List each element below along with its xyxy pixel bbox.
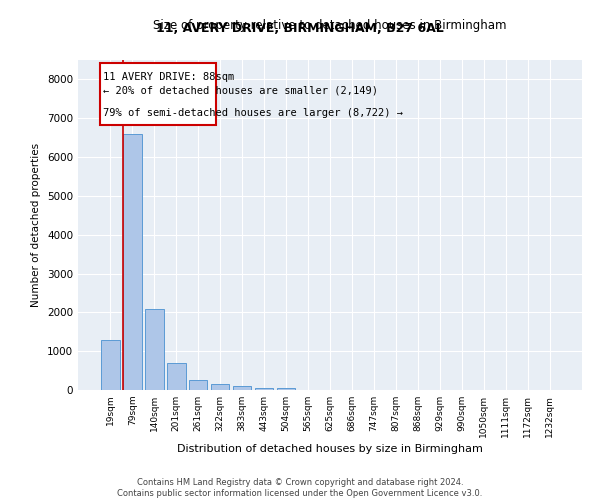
Bar [277, 388, 295, 390]
Bar [167, 363, 185, 390]
Bar [211, 384, 229, 390]
Bar [101, 340, 119, 390]
Text: 11 AVERY DRIVE: 88sqm: 11 AVERY DRIVE: 88sqm [103, 72, 234, 82]
Bar [255, 388, 274, 390]
X-axis label: Distribution of detached houses by size in Birmingham: Distribution of detached houses by size … [177, 444, 483, 454]
Title: Size of property relative to detached houses in Birmingham: Size of property relative to detached ho… [153, 20, 507, 32]
Bar [189, 380, 208, 390]
Text: ← 20% of detached houses are smaller (2,149): ← 20% of detached houses are smaller (2,… [103, 86, 378, 96]
Bar [123, 134, 142, 390]
Y-axis label: Number of detached properties: Number of detached properties [31, 143, 41, 307]
Text: Contains HM Land Registry data © Crown copyright and database right 2024.
Contai: Contains HM Land Registry data © Crown c… [118, 478, 482, 498]
FancyBboxPatch shape [100, 63, 216, 125]
Text: 11, AVERY DRIVE, BIRMINGHAM, B27 6AL: 11, AVERY DRIVE, BIRMINGHAM, B27 6AL [156, 22, 444, 36]
Bar [233, 386, 251, 390]
Text: 79% of semi-detached houses are larger (8,722) →: 79% of semi-detached houses are larger (… [103, 108, 403, 118]
Bar [145, 309, 164, 390]
